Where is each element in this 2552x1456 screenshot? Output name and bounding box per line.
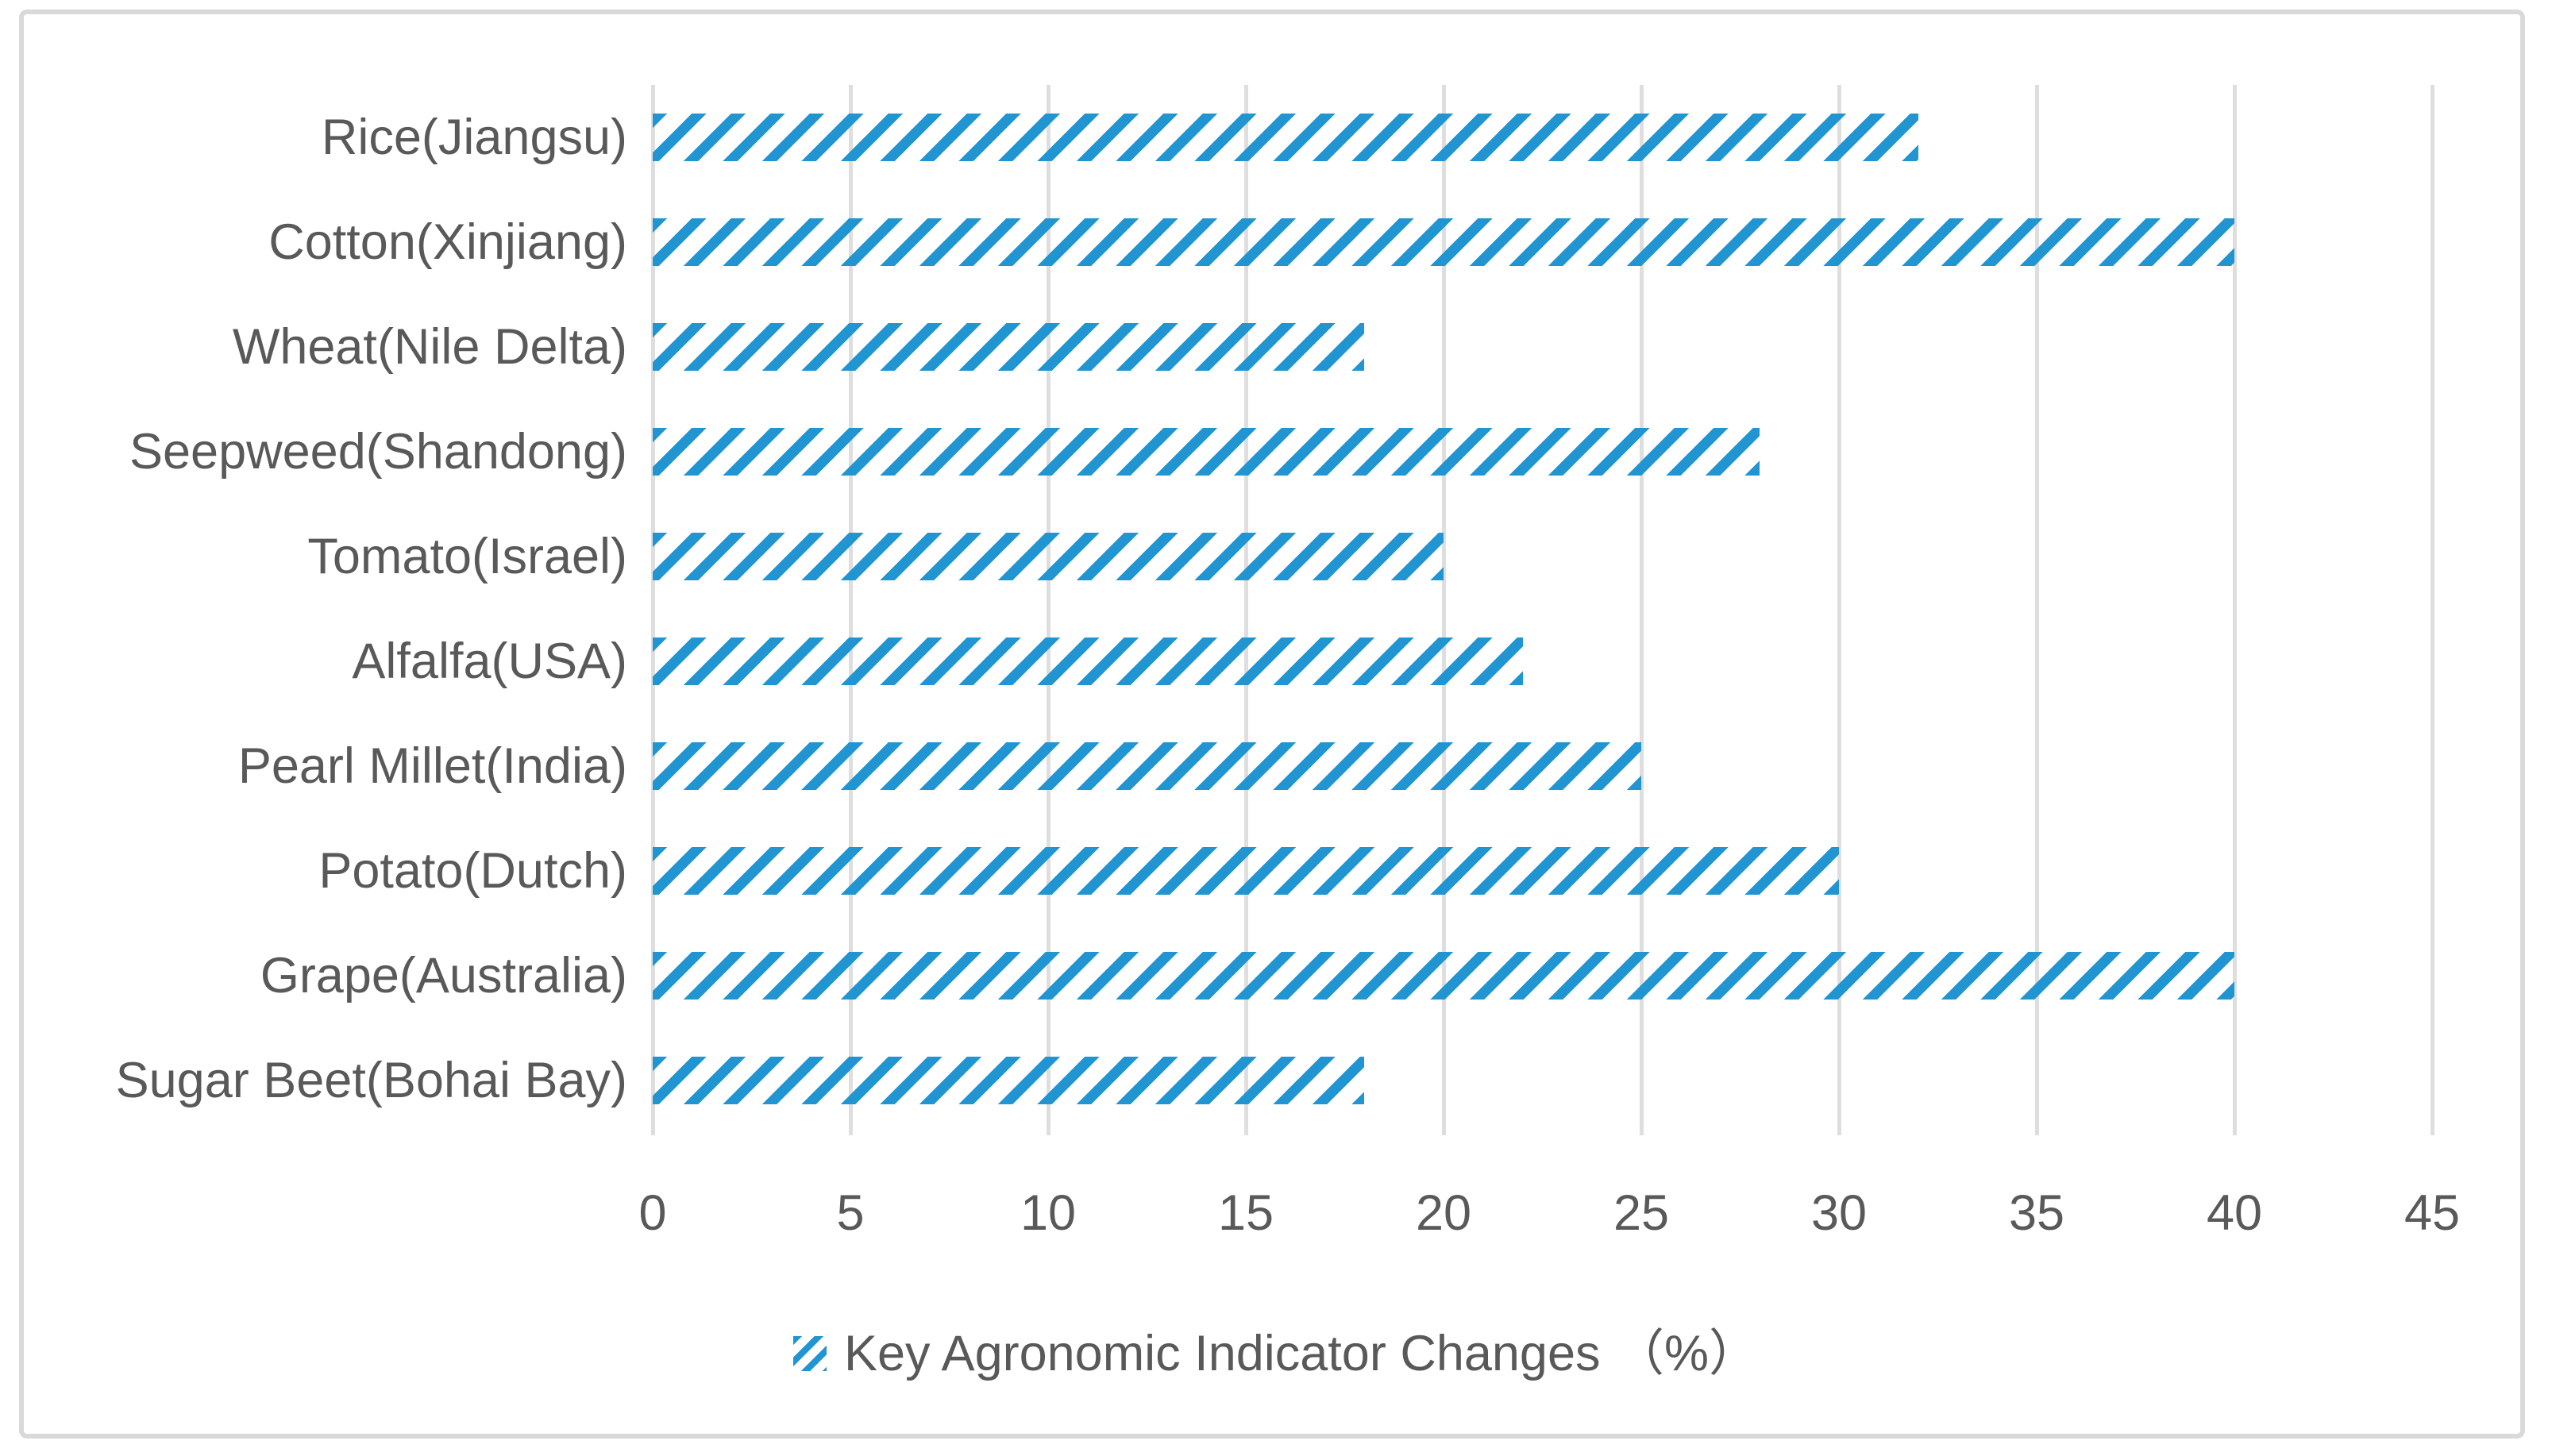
gridline [1441,85,1446,1135]
gridline [650,85,655,1135]
x-tick-label: 35 [2008,1185,2065,1241]
legend-label: Key Agronomic Indicator Changes （%） [843,1326,1760,1381]
category-label: Sugar Beet(Bohai Bay) [115,1053,627,1108]
x-tick-label: 15 [1217,1185,1274,1241]
category-label: Potato(Dutch) [318,843,627,899]
category-label: Alfalfa(USA) [352,634,627,689]
x-tick-label: 40 [2206,1185,2263,1241]
category-label: Pearl Millet(India) [237,738,627,794]
bar [653,323,1365,371]
bar [653,533,1444,580]
bar [653,637,1523,685]
gridline [2034,85,2039,1135]
category-label: Grape(Australia) [260,948,627,1003]
bar [653,218,2234,266]
category-label: Seepweed(Shandong) [129,424,627,480]
legend: Key Agronomic Indicator Changes （%） [0,1324,2552,1383]
gridline [2232,85,2237,1135]
category-label: Cotton(Xinjiang) [268,214,627,270]
gridline [848,85,853,1135]
x-tick-label: 30 [1810,1185,1868,1241]
x-tick-label: 0 [638,1185,667,1241]
category-label: Tomato(Israel) [307,529,627,584]
bar [653,428,1760,476]
x-tick-label: 20 [1415,1185,1472,1241]
category-label: Rice(Jiangsu) [321,110,627,165]
gridline [2430,85,2434,1135]
gridline [1046,85,1050,1135]
gridline [1243,85,1248,1135]
category-label: Wheat(Nile Delta) [232,319,627,375]
x-tick-label: 25 [1613,1185,1670,1241]
gridline [1837,85,1841,1135]
bar [653,847,1839,895]
gridline [1639,85,1644,1135]
bar [653,952,2234,1000]
bar [653,114,1918,161]
x-tick-label: 45 [2404,1185,2461,1241]
legend-hatch-swatch-icon [792,1336,827,1371]
bar [653,742,1641,790]
x-tick-label: 5 [836,1185,865,1241]
x-tick-label: 10 [1020,1185,1077,1241]
bar [653,1057,1365,1104]
